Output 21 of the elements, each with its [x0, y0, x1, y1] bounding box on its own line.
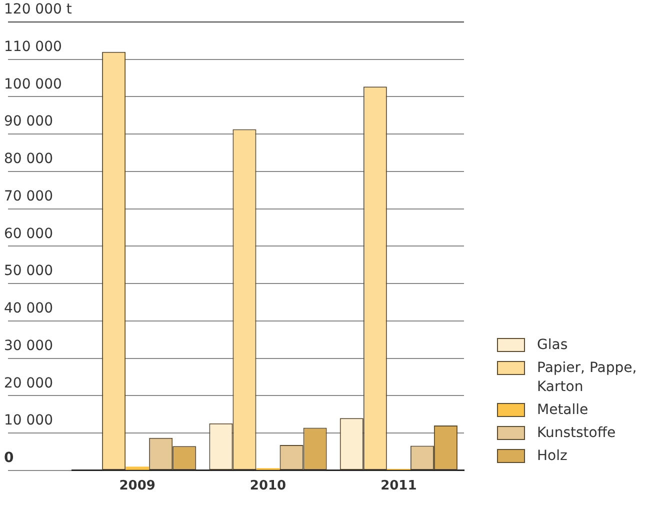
legend-label: Kunststoffe: [537, 424, 616, 443]
y-tick-label: 20 000: [4, 375, 53, 392]
x-tick-label: 2011: [380, 478, 417, 494]
y-tick-label: 80 000: [4, 151, 53, 168]
x-tick-label: 2009: [119, 478, 156, 494]
y-tick-label: 30 000: [4, 338, 53, 354]
y-tick-label: 100 000: [4, 76, 62, 92]
y-tick-label: 10 000: [4, 412, 53, 429]
legend-label: Metalle: [537, 401, 588, 420]
y-tick-label: 50 000: [4, 263, 53, 280]
y-tick-label: 110 000: [4, 39, 62, 56]
legend-label: Glas: [537, 336, 568, 355]
y-tick-label: 120 000 t: [4, 2, 72, 18]
y-tick-label: 40 000: [4, 300, 53, 317]
legend-label: Papier, Pappe, Karton: [537, 359, 638, 397]
y-tick-label: 70 000: [4, 188, 53, 204]
x-tick-label: 2010: [250, 478, 286, 494]
y-tick-label: 0: [4, 450, 14, 466]
y-tick-label: 60 000: [4, 226, 53, 242]
y-tick-label: 90 000: [4, 114, 53, 130]
legend-label: Holz: [537, 447, 568, 466]
